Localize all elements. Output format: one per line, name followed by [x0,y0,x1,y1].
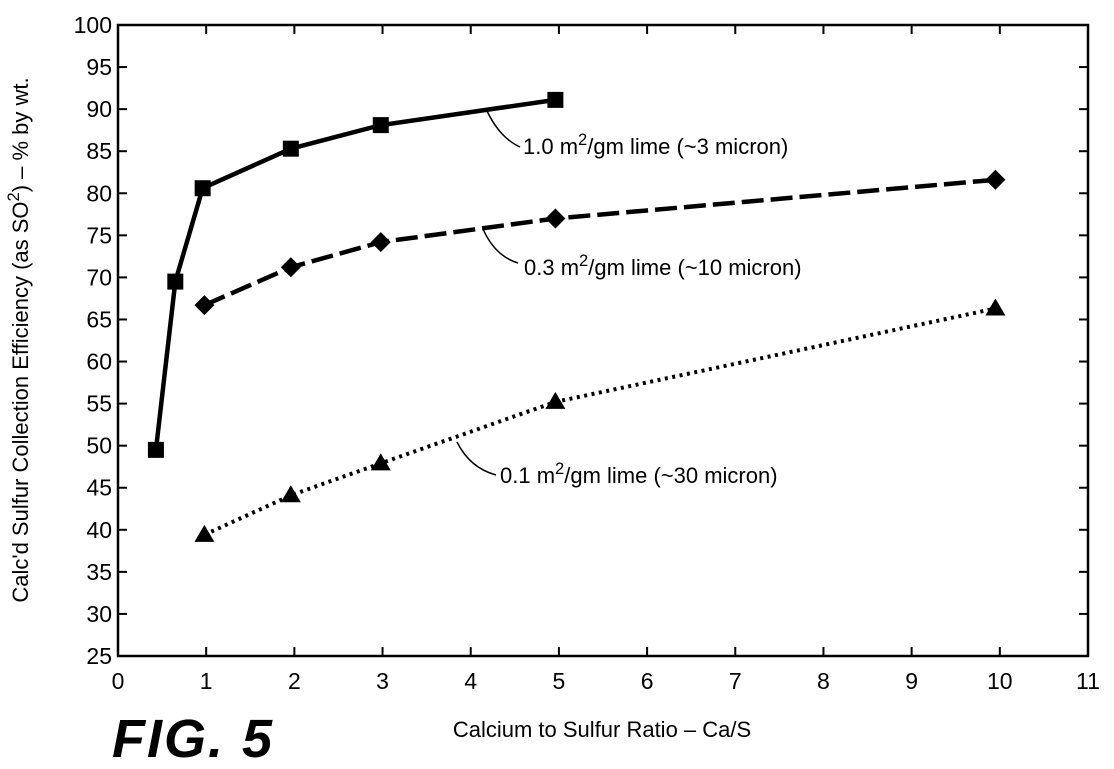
y-tick-label: 70 [86,264,112,290]
x-tick-label: 9 [905,668,918,694]
y-tick-label: 60 [86,349,112,375]
x-tick-label: 6 [641,668,654,694]
y-tick-label: 100 [74,12,112,38]
square-marker [147,441,164,458]
leader-line [482,228,519,264]
y-tick-label: 85 [86,138,112,164]
x-tick-label: 11 [1076,668,1100,694]
triangle-marker [370,453,391,471]
y-tick-label: 95 [86,54,112,80]
x-tick-label: 1 [200,668,213,694]
series-layer [147,91,1006,542]
x-tick-label: 5 [553,668,566,694]
y-axis-label: Calc'd Sulfur Collection Efficiency (as … [5,77,33,602]
x-tick-label: 3 [376,668,389,694]
series-line [203,177,996,308]
annotations: 1.0 m2/gm lime (~3 micron) 0.3 m2/gm lime… [456,110,802,488]
y-tick-label: 30 [86,601,112,627]
diamond-marker [194,295,215,316]
x-tick-label: 4 [464,668,477,694]
triangle-marker [985,298,1006,316]
y-tick-label: 80 [86,180,112,206]
series-line [153,97,556,451]
series-line [203,306,996,537]
leader-line [456,441,497,476]
axes: 0 1 2 3 4 5 6 7 8 9 10 1125303540455055606570758085… [5,12,1100,742]
y-tick-label: 65 [86,306,112,332]
x-tick-label: 10 [987,668,1013,694]
diamond-marker [370,232,391,253]
triangle-marker [280,485,301,503]
y-tick-label: 50 [86,433,112,459]
figure-label: FIG. 5 [112,709,275,769]
y-tick-label: 55 [86,391,112,417]
series-diamond [194,169,1006,316]
series-label-1-0-m2-gm-lime-3-micron: 1.0 m2/gm lime (~3 micron) [523,131,788,159]
square-marker [372,117,389,134]
square-marker [194,180,211,197]
diamond-marker [985,169,1006,190]
square-marker [167,273,184,290]
triangle-marker [545,391,566,409]
x-tick-label: 2 [288,668,301,694]
diamond-marker [545,208,566,229]
y-tick-label: 35 [86,559,112,585]
leader-line [486,110,521,148]
x-axis-label: Calcium to Sulfur Ratio – Ca/S [453,717,751,742]
square-marker [282,140,299,157]
diamond-marker [280,257,301,278]
y-tick-label: 90 [86,96,112,122]
plot-frame [116,23,1090,658]
y-tick-label: 40 [86,517,112,543]
y-tick-label: 25 [86,643,112,669]
y-tick-label: 45 [86,475,112,501]
x-tick-label: 8 [817,668,830,694]
series-square [147,91,564,458]
triangle-marker [194,524,215,542]
sulfur-collection-efficiency-chart: 0 1 2 3 4 5 6 7 8 9 10 1125303540455055606570758085… [5,12,1100,742]
series-label-0-3-m2-gm-lime-10-micron: 0.3 m2/gm lime (~10 micron) [524,252,802,280]
series-triangle [194,298,1006,542]
square-marker [547,91,564,108]
y-tick-label: 75 [86,222,112,248]
x-tick-label: 7 [729,668,742,694]
series-label-0-1-m2-gm-lime-30-micron: 0.1 m2/gm lime (~30 micron) [500,460,778,488]
x-tick-label: 0 [112,668,125,694]
